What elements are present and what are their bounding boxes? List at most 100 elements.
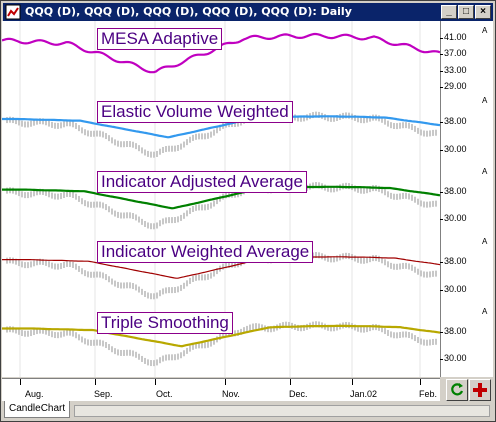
price-bar [219,124,221,131]
price-bar [99,130,101,137]
price-bar [42,327,44,334]
price-bar [360,326,362,333]
price-bar [60,193,62,200]
price-bar [21,330,23,337]
price-bar [354,324,356,331]
price-bar [75,332,77,339]
price-bar [117,281,119,288]
price-bar [408,331,410,338]
horizontal-scrollbar[interactable] [74,405,490,417]
price-bar [54,263,56,270]
price-bar [180,352,182,359]
close-button[interactable]: × [475,5,491,19]
price-bar [288,321,290,328]
price-bar [222,263,224,270]
price-bar [138,286,140,293]
price-bar [348,253,350,260]
price-bar [78,195,80,202]
maximize-button[interactable]: □ [458,5,474,19]
refresh-button[interactable] [446,379,468,401]
price-bar [216,268,218,275]
price-bar [126,282,128,289]
price-bar [312,112,314,119]
price-bar [126,141,128,148]
price-bar [366,257,368,264]
price-bar [156,150,158,157]
price-bar [42,118,44,125]
grid-lines [19,21,421,377]
price-bar [162,288,164,295]
price-bar [66,260,68,267]
price-bar [99,201,101,208]
price-bar [15,188,17,195]
price-bar [159,220,161,227]
price-bar [54,332,56,339]
price-bar [75,263,77,270]
price-plot[interactable] [2,21,440,377]
price-bar [132,213,134,220]
bottom-bar: CandleChart [2,401,492,419]
pane-label-elastic[interactable]: Elastic Volume Weighted [97,101,293,123]
price-bar [87,130,89,137]
price-bar [198,204,200,211]
chart-area[interactable] [2,21,492,377]
price-bar [207,203,209,210]
price-bar [330,115,332,122]
price-bar [213,200,215,207]
price-bar [198,342,200,349]
price-bar [417,336,419,343]
price-bar [411,124,413,131]
price-bar [321,253,323,260]
price-bar [87,201,89,208]
price-bar [57,332,59,339]
price-bar [420,200,422,207]
price-bar [357,256,359,263]
price-bar [111,278,113,285]
price-bar [402,262,404,269]
price-bar [63,121,65,128]
price-bar [429,271,431,278]
price-bar [87,339,89,346]
minimize-button[interactable]: _ [441,5,457,19]
price-bar [240,328,242,335]
tick-label: 30.00 [440,213,467,223]
pane-label-adjusted[interactable]: Indicator Adjusted Average [97,171,307,193]
price-bar [354,185,356,192]
tick-label: 38.00 [440,186,467,196]
add-indicator-button[interactable] [469,379,491,401]
pane-label-mesa[interactable]: MESA Adaptive [97,28,223,50]
pane-label-weighted[interactable]: Indicator Weighted Average [97,241,314,263]
price-bar [168,287,170,294]
price-bar [111,346,113,353]
price-bar [114,280,116,287]
price-bar [51,262,53,269]
price-bar [210,202,212,209]
price-bar [156,359,158,366]
pane-label-triple[interactable]: Triple Smoothing [97,312,233,334]
price-bar [363,326,365,333]
date-axis[interactable] [2,378,440,401]
price-bar [429,339,431,346]
title-bar[interactable]: QQQ (D), QQQ (D), QQQ (D), QQQ (D), QQQ … [3,3,493,21]
price-bar [432,338,434,345]
tab-candlechart[interactable]: CandleChart [4,401,71,418]
price-bar [435,200,437,207]
price-axis[interactable] [440,21,493,377]
price-bar [129,282,131,289]
price-bar [363,187,365,194]
price-bar [72,330,74,337]
price-bar [426,201,428,208]
price-bar [141,355,143,362]
price-bar [204,342,206,349]
price-bar [366,326,368,333]
price-bar [186,139,188,146]
price-bar [327,185,329,192]
price-bar [372,255,374,262]
price-bar [126,349,128,356]
price-bar [258,323,260,330]
price-bar [156,292,158,299]
tick-label: 30.00 [440,284,467,294]
price-bar [111,208,113,215]
price-bar [399,193,401,200]
price-bar [54,122,56,129]
